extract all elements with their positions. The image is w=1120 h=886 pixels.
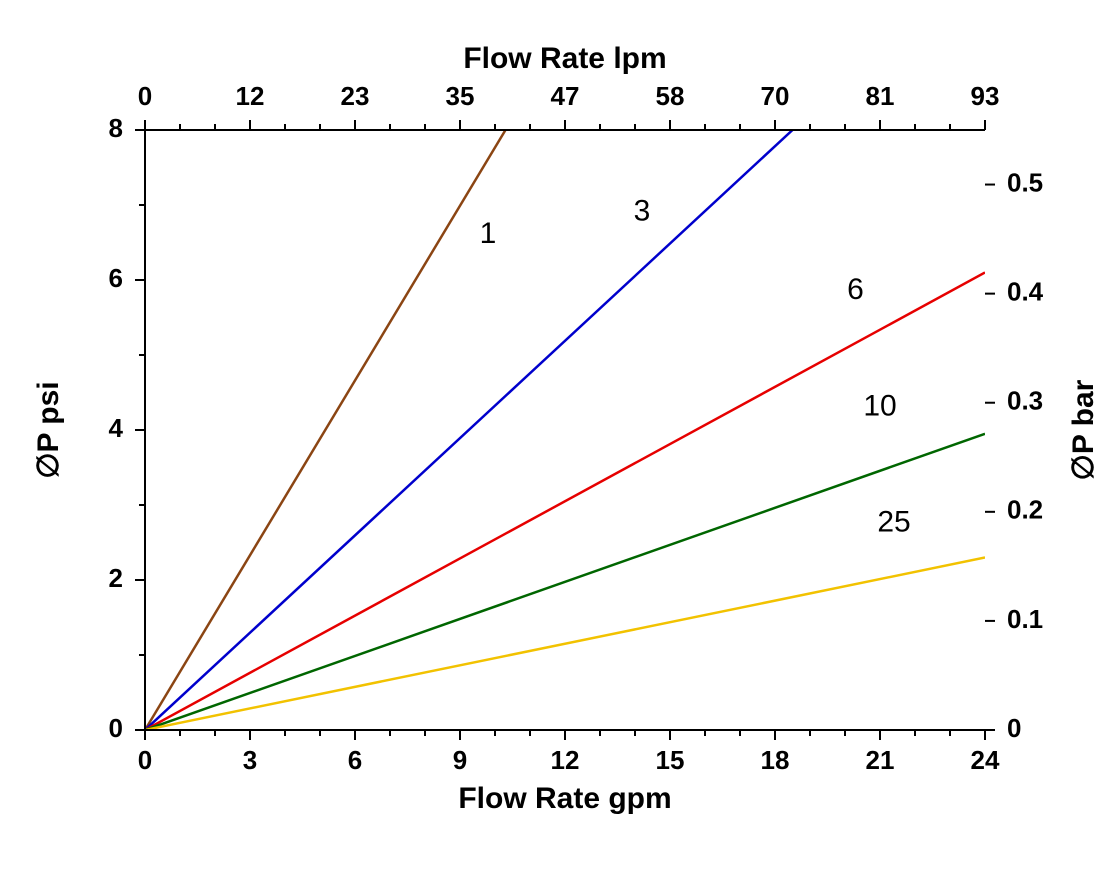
- yl-tick-label: 8: [109, 113, 123, 143]
- series-label-6: 6: [847, 273, 864, 306]
- yl-tick-label: 0: [109, 713, 123, 743]
- pressure-flow-chart: 03691215182124Flow Rate gpm0122335475870…: [0, 0, 1120, 886]
- xt-tick-label: 81: [866, 81, 895, 111]
- x-top-label: Flow Rate lpm: [463, 42, 666, 75]
- y-right-label: ∅P bar: [1067, 379, 1100, 480]
- xb-tick-label: 21: [866, 745, 895, 775]
- xt-tick-label: 70: [761, 81, 790, 111]
- xb-tick-label: 0: [138, 745, 152, 775]
- yr-tick-label: 0.1: [1007, 604, 1043, 634]
- xb-tick-label: 18: [761, 745, 790, 775]
- yr-tick-label: 0.5: [1007, 167, 1043, 197]
- xb-tick-label: 9: [453, 745, 467, 775]
- series-label-10: 10: [863, 389, 896, 422]
- yl-tick-label: 2: [109, 563, 123, 593]
- chart-svg: 03691215182124Flow Rate gpm0122335475870…: [0, 0, 1120, 886]
- xt-tick-label: 0: [138, 81, 152, 111]
- xt-tick-label: 93: [971, 81, 1000, 111]
- yl-tick-label: 4: [109, 413, 124, 443]
- yr-tick-label: 0: [1007, 713, 1021, 743]
- yr-tick-label: 0.3: [1007, 386, 1043, 416]
- xt-tick-label: 23: [341, 81, 370, 111]
- series-label-3: 3: [634, 194, 651, 227]
- xt-tick-label: 47: [551, 81, 580, 111]
- y-left-label: ∅P psi: [32, 381, 65, 478]
- xt-tick-label: 58: [656, 81, 685, 111]
- yr-tick-label: 0.2: [1007, 495, 1043, 525]
- xb-tick-label: 24: [971, 745, 1000, 775]
- series-label-25: 25: [877, 506, 910, 539]
- series-label-1: 1: [480, 217, 497, 250]
- xt-tick-label: 12: [236, 81, 265, 111]
- x-bottom-label: Flow Rate gpm: [458, 782, 671, 815]
- xb-tick-label: 6: [348, 745, 362, 775]
- xb-tick-label: 12: [551, 745, 580, 775]
- yl-tick-label: 6: [109, 263, 123, 293]
- yr-tick-label: 0.4: [1007, 277, 1044, 307]
- xt-tick-label: 35: [446, 81, 475, 111]
- xb-tick-label: 15: [656, 745, 685, 775]
- xb-tick-label: 3: [243, 745, 257, 775]
